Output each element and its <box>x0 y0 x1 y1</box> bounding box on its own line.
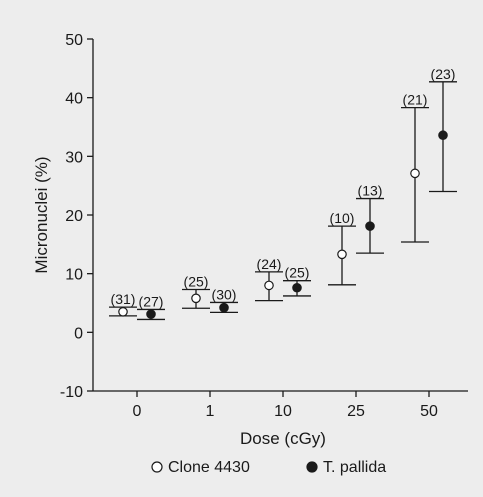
sample-size-label-clone-4430: (25) <box>184 274 209 290</box>
y-tick-label: 40 <box>65 91 83 108</box>
point-t-pallida <box>146 309 156 319</box>
sample-size-label-clone-4430: (24) <box>257 256 282 272</box>
point-t-pallida <box>438 130 448 141</box>
sample-size-label-t-pallida: (13) <box>358 183 383 199</box>
sample-size-label-t-pallida: (30) <box>212 286 237 302</box>
legend-label-t-pallida: T. pallida <box>323 459 386 476</box>
y-ticks: -10 0 10 20 30 40 50 <box>60 32 93 401</box>
y-tick-label: 30 <box>65 149 83 166</box>
sample-size-label-clone-4430: (21) <box>403 92 428 108</box>
sample-size-label-t-pallida: (25) <box>285 265 310 281</box>
legend: Clone 4430 T. pallida <box>151 459 386 476</box>
x-tick-label: 1 <box>206 403 215 420</box>
sample-size-label-t-pallida: (27) <box>139 293 164 309</box>
y-axis-label: Micronuclei (%) <box>32 156 51 273</box>
y-tick-label: 50 <box>65 32 83 49</box>
x-axis-label: Dose (cGy) <box>240 429 326 448</box>
point-t-pallida <box>219 302 229 313</box>
point-t-pallida <box>292 282 302 293</box>
x-tick-label: 25 <box>347 403 365 420</box>
legend-marker-clone-4430 <box>151 461 163 473</box>
y-tick-label: -10 <box>60 384 83 401</box>
data-marks: (31)(25)(24)(10)(21)(27) (30)(25)(13)(23) <box>109 66 457 321</box>
x-tick-label: 0 <box>133 403 142 420</box>
point-clone-4430 <box>337 249 347 260</box>
sample-size-label-t-pallida: (23) <box>431 66 456 82</box>
point-clone-4430 <box>191 293 201 304</box>
legend-marker-t-pallida <box>306 461 318 473</box>
point-clone-4430 <box>118 306 128 317</box>
y-tick-label: 10 <box>65 267 83 284</box>
x-tick-label: 10 <box>274 403 292 420</box>
y-tick-label: 0 <box>74 325 83 342</box>
x-ticks: 0 1 10 25 50 <box>133 391 438 420</box>
sample-size-label-clone-4430: (10) <box>330 210 355 226</box>
x-tick-label: 50 <box>420 403 438 420</box>
legend-label-clone-4430: Clone 4430 <box>168 459 250 476</box>
point-t-pallida <box>365 221 375 231</box>
sample-size-label-clone-4430: (31) <box>111 291 136 307</box>
y-tick-label: 20 <box>65 208 83 225</box>
point-clone-4430 <box>264 280 274 291</box>
point-clone-4430 <box>410 168 420 179</box>
